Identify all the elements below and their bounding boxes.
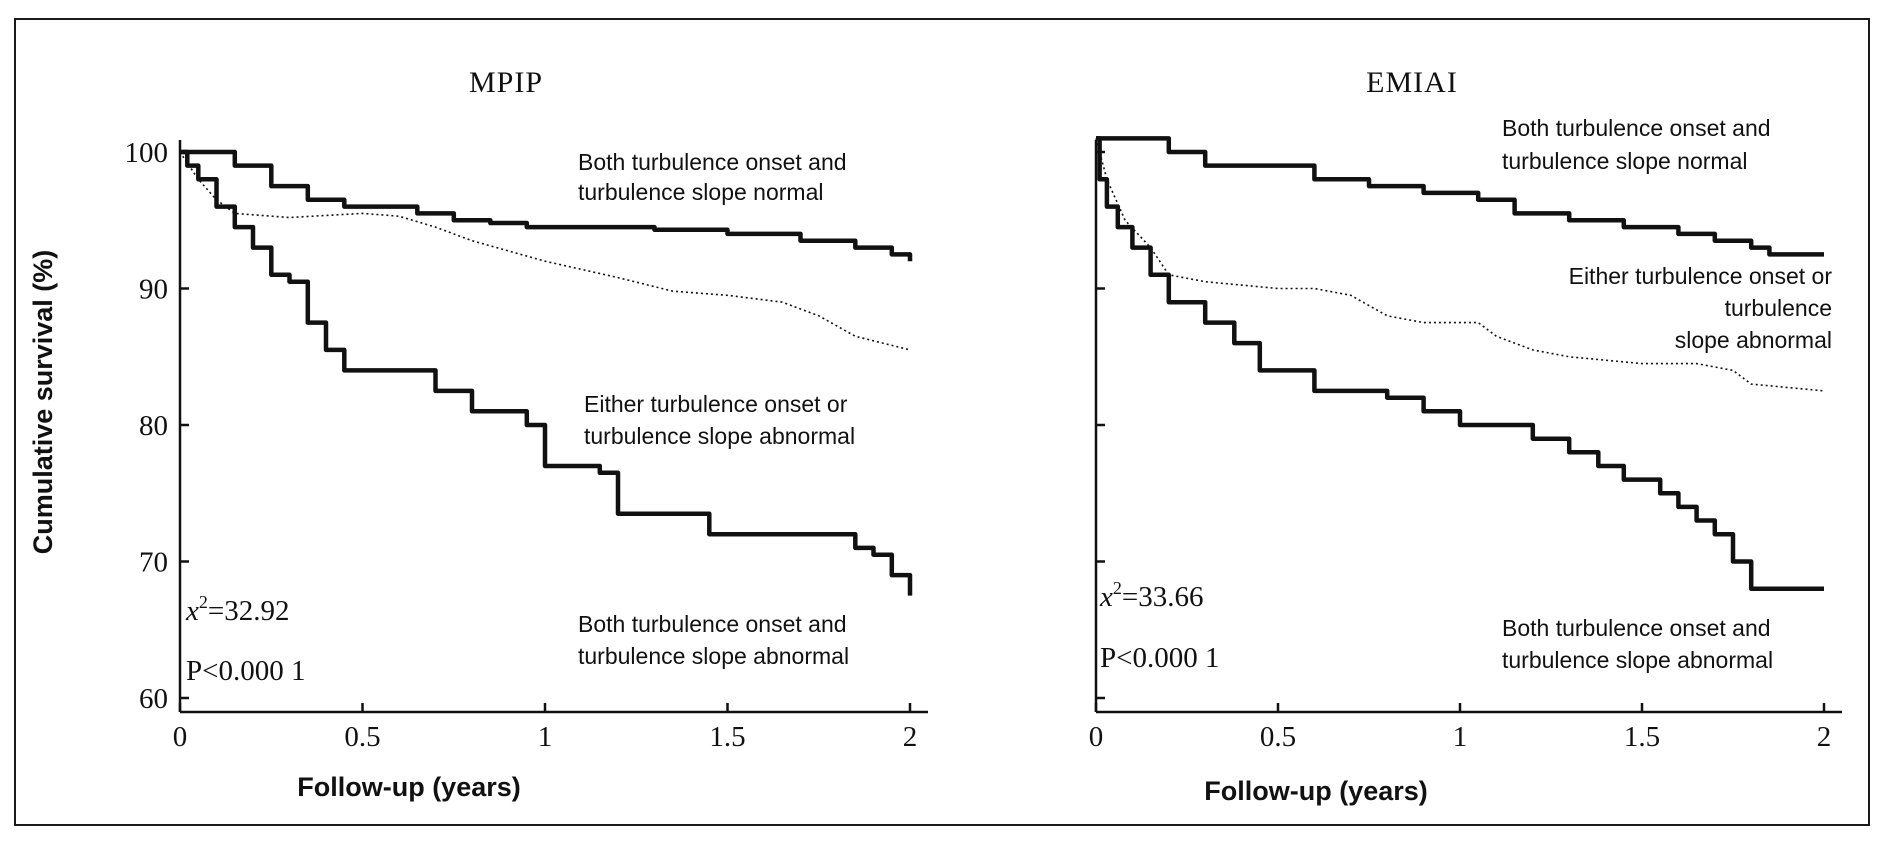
p-value: P<0.000 1 (1100, 642, 1219, 674)
survival-curve-0 (180, 149, 913, 262)
chart-title: EMIAI (1366, 66, 1458, 99)
annotation-both-normal: Both turbulence onset and turbulence slop… (1502, 115, 1771, 174)
x-tick-label: 1.5 (709, 721, 745, 753)
x-axis-label: Follow-up (years) (1204, 776, 1428, 806)
x-tick-label: 0.5 (344, 721, 380, 753)
p-value: P<0.000 1 (186, 655, 305, 687)
chi-square-stat: x2=32.92 (185, 592, 289, 627)
annotation-either-abnormal: Either turbulence onset or turbulence slo… (584, 391, 855, 449)
x-tick-label: 1.5 (1624, 721, 1660, 753)
survival-curve-1 (179, 151, 911, 351)
y-tick-label: 90 (139, 274, 168, 306)
survival-curve-1 (1095, 138, 1825, 392)
panel-emiai: EMIAI Follow-up (years) 0 0.5 1 1.5 2 x2=33.… (1089, 66, 1842, 806)
y-tick-label: 60 (139, 683, 168, 715)
survival-curve-0 (1096, 136, 1824, 257)
survival-curve-2 (180, 149, 913, 596)
figure-frame (14, 18, 1870, 826)
y-tick-label: 100 (125, 137, 169, 169)
annotation-both-normal: Both turbulence onset and turbulence slop… (578, 149, 847, 205)
y-axis-label: Cumulative survival (%) (28, 250, 58, 555)
x-tick-label: 2 (1817, 721, 1832, 753)
x-tick-label: 1 (538, 721, 553, 753)
x-tick-label: 0.5 (1260, 721, 1296, 753)
x-tick-label: 0 (173, 721, 188, 753)
chart-title: MPIP (469, 66, 543, 99)
annotation-both-abnormal: Both turbulence onset and turbulence slop… (1502, 615, 1773, 673)
y-tick-label: 70 (139, 547, 168, 579)
x-tick-label: 0 (1089, 721, 1104, 753)
annotation-either-abnormal: Either turbulence onset or turbulence slop… (1569, 263, 1833, 353)
x-tick-label: 1 (1453, 721, 1468, 753)
x-tick-label: 2 (903, 721, 918, 753)
survival-curve-2 (1096, 136, 1824, 592)
annotation-both-abnormal: Both turbulence onset and turbulence slop… (578, 611, 849, 669)
panel-mpip: MPIP Cumulative survival (%) Follow-up (… (28, 66, 928, 802)
y-tick-label: 80 (139, 410, 168, 442)
chi-square-stat: x2=33.66 (1099, 578, 1203, 613)
x-axis-label: Follow-up (years) (297, 772, 521, 802)
